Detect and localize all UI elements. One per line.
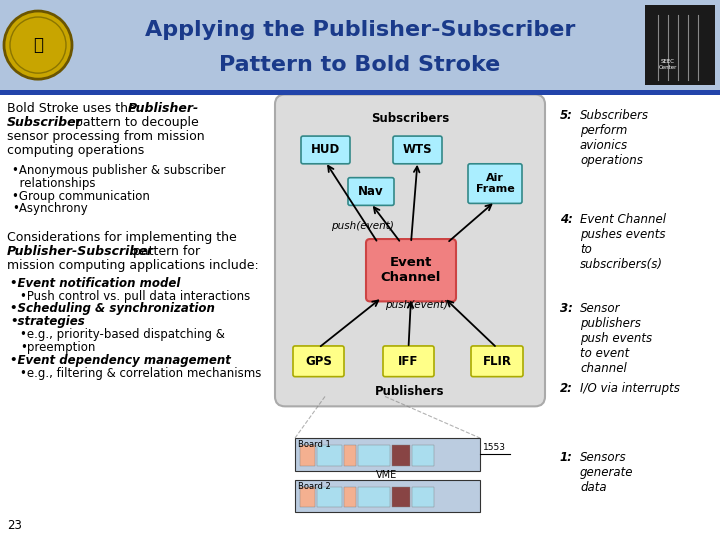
Bar — [300, 487, 315, 508]
Text: •e.g., priority-based dispatching &: •e.g., priority-based dispatching & — [20, 328, 225, 341]
Bar — [295, 438, 480, 471]
Text: Applying the Publisher-Subscriber: Applying the Publisher-Subscriber — [145, 20, 575, 40]
Bar — [412, 487, 434, 508]
Text: Board 1: Board 1 — [298, 440, 330, 449]
Text: GPS: GPS — [305, 355, 332, 368]
FancyBboxPatch shape — [471, 346, 523, 377]
Bar — [358, 487, 390, 508]
Text: 2:: 2: — [560, 382, 573, 395]
Text: •preemption: •preemption — [20, 341, 95, 354]
Text: VME: VME — [377, 470, 397, 480]
Text: HUD: HUD — [311, 144, 340, 157]
FancyBboxPatch shape — [301, 136, 350, 164]
Text: push(event): push(event) — [384, 300, 447, 310]
Bar — [392, 445, 410, 465]
Text: 23: 23 — [7, 519, 22, 532]
Text: push(event): push(event) — [330, 221, 393, 231]
Bar — [317, 445, 342, 465]
Text: IFF: IFF — [398, 355, 419, 368]
FancyBboxPatch shape — [468, 164, 522, 204]
Text: •e.g., filtering & correlation mechanisms: •e.g., filtering & correlation mechanism… — [20, 367, 261, 380]
Bar — [344, 487, 356, 508]
FancyBboxPatch shape — [293, 346, 344, 377]
FancyBboxPatch shape — [275, 94, 545, 406]
Text: SEEC
Center: SEEC Center — [659, 59, 678, 70]
Bar — [358, 445, 390, 465]
FancyBboxPatch shape — [348, 178, 394, 205]
Bar — [392, 487, 410, 508]
Text: 🌾: 🌾 — [33, 36, 43, 54]
Text: •Anonymous publisher & subscriber: •Anonymous publisher & subscriber — [12, 164, 225, 177]
Text: Pattern to Bold Stroke: Pattern to Bold Stroke — [220, 55, 500, 75]
Text: Publishers: Publishers — [375, 384, 445, 397]
Text: sensor processing from mission: sensor processing from mission — [7, 130, 204, 143]
Bar — [300, 445, 315, 465]
Bar — [645, 5, 715, 85]
Text: Sensors
generate
data: Sensors generate data — [580, 451, 634, 494]
Text: Air
Frame: Air Frame — [476, 173, 514, 194]
Text: 1553: 1553 — [483, 443, 506, 453]
Text: •Asynchrony: •Asynchrony — [12, 202, 88, 215]
Bar — [344, 445, 356, 465]
Text: •strategies: •strategies — [10, 315, 85, 328]
Text: Event
Channel: Event Channel — [381, 256, 441, 284]
FancyBboxPatch shape — [366, 239, 456, 301]
Text: •Group communication: •Group communication — [12, 190, 150, 202]
Circle shape — [4, 11, 72, 79]
Text: Subscribers
perform
avionics
operations: Subscribers perform avionics operations — [580, 109, 649, 167]
Text: Sensor
publishers
push events
to event
channel: Sensor publishers push events to event c… — [580, 302, 652, 375]
Text: Publisher-: Publisher- — [128, 103, 199, 116]
Text: 1:: 1: — [560, 451, 573, 464]
Text: Board 2: Board 2 — [298, 482, 330, 490]
Text: FLIR: FLIR — [482, 355, 511, 368]
Text: pattern to decouple: pattern to decouple — [71, 116, 199, 129]
Bar — [295, 480, 480, 512]
Text: 4:: 4: — [560, 213, 573, 226]
Text: Nav: Nav — [358, 185, 384, 198]
Text: pattern for: pattern for — [129, 245, 200, 258]
FancyBboxPatch shape — [383, 346, 434, 377]
Text: •Push control vs. pull data interactions: •Push control vs. pull data interactions — [20, 289, 251, 302]
Bar — [317, 487, 342, 508]
Text: Bold Stroke uses the: Bold Stroke uses the — [7, 103, 140, 116]
Text: 3:: 3: — [560, 302, 573, 315]
Text: WTS: WTS — [402, 144, 432, 157]
Text: Publisher-Subscriber: Publisher-Subscriber — [7, 245, 154, 258]
Text: 5:: 5: — [560, 109, 573, 123]
Text: Event Channel
pushes events
to
subscribers(s): Event Channel pushes events to subscribe… — [580, 213, 666, 271]
Text: Subscribers: Subscribers — [371, 112, 449, 125]
Bar — [412, 445, 434, 465]
Text: computing operations: computing operations — [7, 144, 144, 157]
Text: Considerations for implementing the: Considerations for implementing the — [7, 231, 237, 244]
Text: relationships: relationships — [12, 177, 96, 190]
Text: I/O via interrupts: I/O via interrupts — [580, 382, 680, 395]
Text: mission computing applications include:: mission computing applications include: — [7, 259, 258, 272]
FancyBboxPatch shape — [393, 136, 442, 164]
Text: •Event notification model: •Event notification model — [10, 276, 181, 289]
Text: •Event dependency management: •Event dependency management — [10, 354, 231, 367]
Text: •Scheduling & synchronization: •Scheduling & synchronization — [10, 302, 215, 315]
Text: Subscriber: Subscriber — [7, 116, 83, 129]
